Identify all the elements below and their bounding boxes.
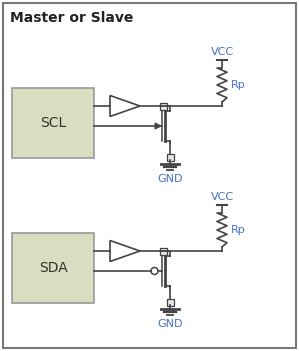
Polygon shape [110, 95, 140, 117]
Bar [159, 247, 167, 254]
Text: Master or Slave: Master or Slave [10, 11, 133, 25]
Text: VCC: VCC [210, 192, 234, 202]
Text: Rp: Rp [231, 80, 246, 90]
Bar [12, 233, 94, 303]
Bar [159, 102, 167, 110]
Bar [12, 88, 94, 158]
Text: SDA: SDA [39, 261, 67, 275]
Text: GND: GND [157, 319, 183, 329]
Text: GND: GND [157, 174, 183, 184]
Text: VCC: VCC [210, 47, 234, 57]
Polygon shape [155, 123, 161, 129]
Bar [167, 298, 173, 305]
Text: Rp: Rp [231, 225, 246, 235]
Bar [167, 153, 173, 160]
Polygon shape [110, 240, 140, 261]
Text: SCL: SCL [40, 116, 66, 130]
